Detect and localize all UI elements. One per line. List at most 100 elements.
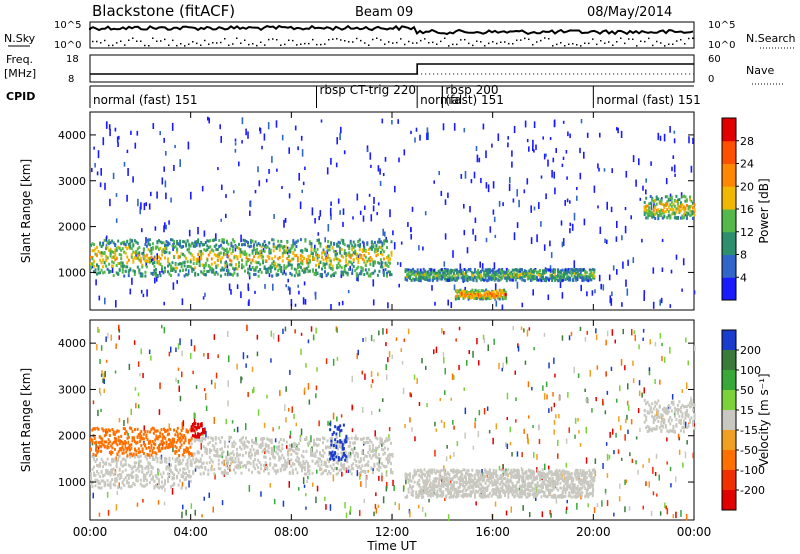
power-pixel bbox=[275, 273, 278, 277]
power-pixel bbox=[507, 142, 509, 148]
power-pixel bbox=[133, 251, 136, 255]
power-pixel bbox=[675, 194, 678, 198]
power-pixel bbox=[233, 240, 236, 244]
power-pixel bbox=[339, 249, 342, 253]
power-pixel bbox=[227, 268, 230, 272]
velocity-pixel bbox=[223, 471, 226, 475]
velocity-pixel bbox=[219, 447, 222, 451]
velocity-pixel bbox=[213, 454, 216, 457]
power-pixel bbox=[293, 274, 296, 278]
velocity-pixel bbox=[192, 454, 195, 458]
power-pixel bbox=[606, 239, 608, 245]
velocity-pixel bbox=[117, 455, 120, 459]
velocity-pixel bbox=[379, 439, 382, 443]
velocity-pixel bbox=[375, 448, 377, 452]
velocity-pixel bbox=[347, 454, 350, 458]
velocity-pixel bbox=[171, 471, 174, 475]
power-pixel bbox=[262, 261, 265, 265]
power-pixel bbox=[139, 272, 142, 276]
velocity-pixel bbox=[287, 460, 290, 464]
velocity-pixel bbox=[145, 457, 148, 461]
power-pixel bbox=[239, 254, 242, 258]
velocity-pixel bbox=[180, 486, 183, 490]
velocity-pixel bbox=[101, 370, 103, 376]
power-pixel bbox=[578, 275, 581, 279]
power-pixel bbox=[221, 238, 224, 242]
power-pixel bbox=[256, 243, 259, 247]
power-pixel bbox=[407, 274, 410, 278]
velocity-pixel bbox=[635, 436, 638, 440]
velocity-pixel bbox=[362, 406, 364, 413]
velocity-pixel bbox=[179, 395, 182, 402]
velocity-pixel bbox=[608, 454, 611, 460]
power-pixel bbox=[676, 204, 679, 208]
velocity-pixel bbox=[228, 435, 231, 439]
power-pixel bbox=[676, 202, 679, 205]
power-pixel bbox=[650, 202, 653, 210]
velocity-pixel bbox=[139, 454, 142, 458]
power-pixel bbox=[459, 291, 462, 295]
power-pixel bbox=[462, 271, 464, 274]
power-pixel bbox=[200, 241, 203, 244]
power-pixel bbox=[545, 153, 547, 157]
power-pixel bbox=[194, 271, 197, 275]
power-pixel bbox=[436, 271, 439, 275]
power-pixel bbox=[433, 268, 436, 272]
power-pixel bbox=[651, 196, 654, 200]
power-pixel bbox=[144, 243, 147, 246]
velocity-pixel bbox=[231, 420, 234, 424]
velocity-pixel bbox=[437, 480, 440, 484]
power-pixel bbox=[415, 277, 418, 281]
power-pixel bbox=[171, 238, 174, 242]
velocity-pixel bbox=[491, 513, 493, 519]
power-pixel bbox=[626, 288, 629, 296]
power-pixel bbox=[188, 243, 191, 247]
velocity-pixel bbox=[353, 446, 356, 450]
velocity-pixel bbox=[687, 360, 689, 366]
power-pixel bbox=[112, 261, 115, 265]
velocity-pixel bbox=[501, 474, 504, 477]
power-pixel bbox=[299, 261, 302, 265]
power-pixel bbox=[564, 272, 567, 276]
power-pixel bbox=[692, 210, 694, 214]
velocity-pixel bbox=[370, 440, 373, 444]
power-pixel bbox=[579, 147, 581, 154]
velocity-pixel bbox=[177, 380, 179, 384]
velocity-pixel bbox=[436, 477, 439, 481]
power-pixel bbox=[588, 273, 591, 276]
power-pixel bbox=[593, 276, 596, 280]
power-pixel bbox=[248, 267, 251, 271]
power-pixel bbox=[99, 251, 102, 255]
nave-tick-bottom: 0 bbox=[708, 74, 714, 85]
velocity-pixel bbox=[360, 481, 362, 487]
power-pixel bbox=[158, 262, 160, 266]
power-pixel bbox=[584, 277, 587, 281]
power-pixel bbox=[546, 276, 549, 280]
power-pixel bbox=[111, 250, 114, 254]
velocity-pixel bbox=[225, 464, 228, 468]
power-pixel bbox=[646, 212, 649, 216]
velocity-pixel bbox=[296, 452, 299, 456]
velocity-pixel bbox=[115, 504, 118, 511]
velocity-pixel bbox=[248, 468, 250, 472]
velocity-pixel bbox=[322, 436, 324, 440]
power-pixel bbox=[318, 238, 320, 242]
power-pixel bbox=[519, 271, 522, 275]
power-pixel bbox=[661, 211, 664, 215]
power-pixel bbox=[573, 260, 576, 269]
power-pixel bbox=[470, 179, 473, 184]
power-pixel bbox=[204, 249, 207, 253]
power-pixel bbox=[206, 258, 209, 262]
power-pixel bbox=[483, 293, 486, 297]
velocity-pixel bbox=[124, 443, 127, 449]
power-pixel bbox=[621, 302, 623, 307]
velocity-pixel bbox=[371, 443, 374, 447]
power-pixel bbox=[301, 262, 304, 266]
velocity-pixel bbox=[411, 427, 413, 432]
velocity-pixel bbox=[177, 462, 180, 466]
power-pixel bbox=[579, 274, 582, 277]
velocity-pixel bbox=[543, 332, 546, 337]
velocity-pixel bbox=[112, 473, 115, 477]
power-pixel bbox=[425, 278, 428, 281]
power-pixel bbox=[466, 247, 469, 254]
